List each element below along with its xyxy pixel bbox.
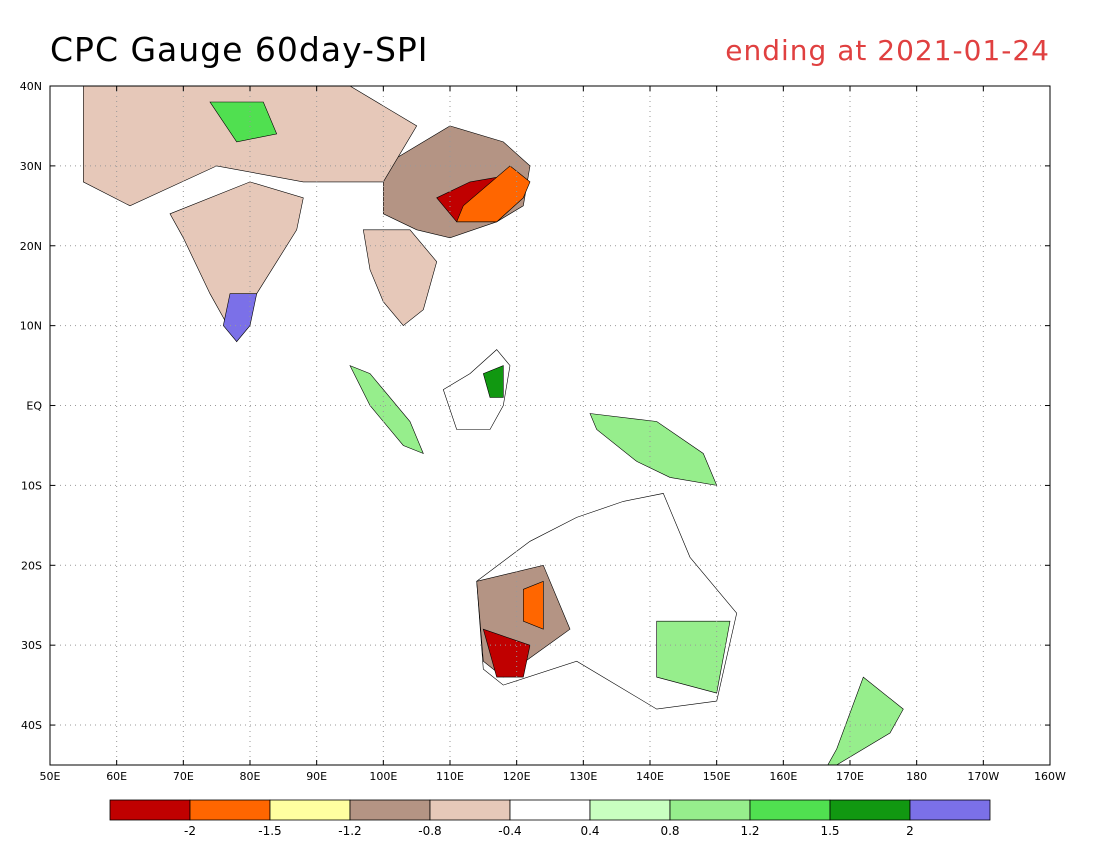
- region-australia-sw-red: [482, 628, 531, 678]
- colorbar-label: 1.2: [740, 824, 759, 838]
- colorbar-swatch: [749, 799, 831, 821]
- region-australia-east-green: [656, 620, 731, 694]
- y-tick-label: 30N: [20, 160, 42, 173]
- y-tick-label: 40S: [21, 719, 42, 732]
- colorbar-label: -0.8: [418, 824, 441, 838]
- colorbar-swatch: [909, 799, 991, 821]
- x-axis: 50E 60E 70E 80E 90E 100E 110E 120E 130E 140E 150E 1…: [40, 86, 1066, 783]
- y-tick-label: EQ: [26, 400, 42, 413]
- colorbar-label: -1.5: [258, 824, 281, 838]
- region-australia-central-orange: [522, 580, 544, 630]
- y-tick-label: 40N: [20, 80, 42, 93]
- region-new-zealand: [827, 676, 904, 765]
- x-tick-label: 170E: [836, 770, 864, 783]
- x-tick-label: 80E: [240, 770, 261, 783]
- map-subtitle: ending at 2021-01-24: [725, 34, 1050, 67]
- y-tick-label: 10S: [21, 479, 42, 492]
- y-tick-label: 30S: [21, 639, 42, 652]
- grid-layer: [50, 86, 1050, 765]
- regions-layer: [83, 86, 904, 765]
- x-tick-label: 130E: [569, 770, 597, 783]
- region-indochina: [362, 229, 438, 327]
- colorbar-swatch: [829, 799, 911, 821]
- colorbar-label: 2: [906, 824, 914, 838]
- colorbar-swatch: [349, 799, 431, 821]
- x-tick-label: 90E: [306, 770, 327, 783]
- map-title: CPC Gauge 60day-SPI: [50, 30, 429, 69]
- region-sumatra: [349, 365, 424, 455]
- colorbar-swatch: [269, 799, 351, 821]
- x-tick-label: 120E: [503, 770, 531, 783]
- x-tick-label: 60E: [106, 770, 127, 783]
- y-tick-label: 10N: [20, 320, 42, 333]
- colorbar-label: -0.4: [498, 824, 521, 838]
- x-tick-label: 180: [906, 770, 927, 783]
- colorbar-swatch: [109, 799, 191, 821]
- colorbar-swatch: [429, 799, 511, 821]
- colorbar-swatch: [669, 799, 751, 821]
- colorbar: -2 -1.5 -1.2 -0.8 -0.4 0.4 0.8 1.2 1.5 2: [109, 799, 991, 838]
- x-tick-label: 100E: [369, 770, 397, 783]
- colorbar-label: -1.2: [338, 824, 361, 838]
- region-new-guinea: [589, 413, 718, 486]
- x-tick-label: 70E: [173, 770, 194, 783]
- x-tick-label: 150E: [703, 770, 731, 783]
- region-central-asia: [83, 86, 418, 207]
- y-tick-label: 20N: [20, 240, 42, 253]
- colorbar-label: 0.8: [660, 824, 679, 838]
- colorbar-swatch: [589, 799, 671, 821]
- colorbar-swatch: [189, 799, 271, 821]
- y-axis: 40N 30N 20N 10N EQ 10S 20S 30S 40S: [20, 80, 1050, 732]
- region-china-south-orange: [456, 165, 531, 223]
- map-frame: [49, 85, 1051, 766]
- colorbar-label: 0.4: [580, 824, 599, 838]
- region-borneo-wet: [482, 365, 504, 398]
- colorbar-label: 1.5: [820, 824, 839, 838]
- region-india-south-wet: [222, 293, 258, 343]
- x-tick-label: 140E: [636, 770, 664, 783]
- x-tick-label: 110E: [436, 770, 464, 783]
- x-tick-label: 50E: [40, 770, 61, 783]
- region-tibet-wet: [209, 101, 278, 143]
- x-tick-label: 160W: [1034, 770, 1066, 783]
- y-tick-label: 20S: [21, 559, 42, 572]
- x-tick-label: 170W: [967, 770, 999, 783]
- x-tick-label: 160E: [769, 770, 797, 783]
- colorbar-label: -2: [184, 824, 196, 838]
- colorbar-swatch: [509, 799, 591, 821]
